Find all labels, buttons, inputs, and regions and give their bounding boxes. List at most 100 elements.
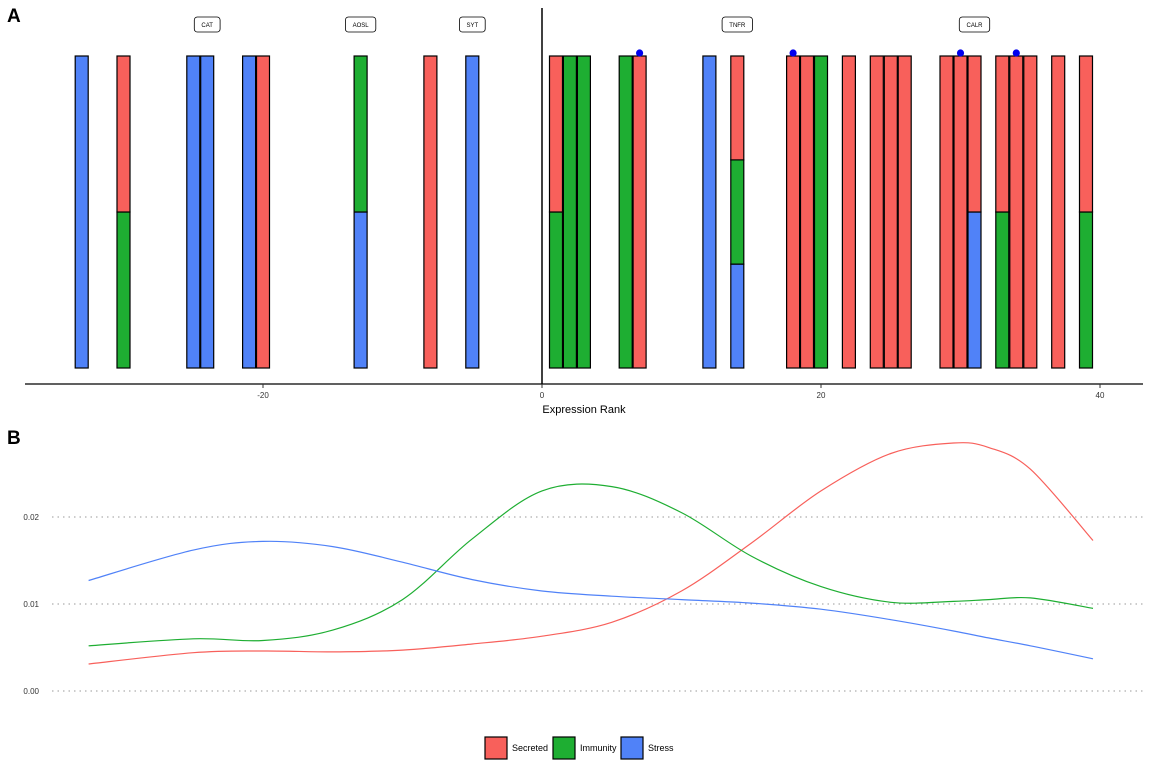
legend-label: Immunity	[580, 743, 617, 753]
gene-label-text: SYT	[466, 23, 478, 29]
bar-26	[897, 55, 912, 369]
markers-group	[636, 49, 1020, 57]
panel-label-a: A	[7, 6, 21, 27]
bar-segment-stress	[465, 55, 480, 369]
legend-item-stress: Stress	[620, 736, 674, 760]
y-tick-label: 0.00	[23, 687, 39, 696]
bar-segment-secreted	[995, 55, 1010, 213]
panel-a-bar-chart: CAT AOSL SYT TNFR CALR -20 0 20 40 Expression R…	[25, 8, 1143, 416]
y-axis-ticks: 0.00 0.01 0.02	[23, 513, 39, 696]
bar-segment-stress	[200, 55, 215, 369]
bar--13	[353, 55, 368, 369]
series-line-stress	[88, 540, 1094, 660]
bar-segment-secreted	[1009, 55, 1024, 369]
bar-segment-secreted	[1051, 55, 1066, 369]
series-lines	[88, 442, 1094, 665]
gene-label-cat: CAT	[193, 16, 221, 33]
x-tick-label: -20	[257, 391, 269, 400]
legend-item-immunity: Immunity	[552, 736, 617, 760]
bar--33	[74, 55, 89, 369]
series-line-secreted	[88, 442, 1094, 665]
bar--5	[465, 55, 480, 369]
legend-swatch	[620, 736, 644, 760]
bar-19	[799, 55, 815, 369]
gene-label-box	[458, 16, 486, 33]
gene-label-aosl: AOSL	[344, 16, 377, 33]
series-line-immunity	[88, 483, 1094, 647]
gene-labels-group: CAT AOSL SYT TNFR CALR	[193, 16, 991, 33]
bar-12	[702, 55, 717, 369]
legend-label: Secreted	[512, 743, 548, 753]
bar-segment-secreted	[255, 55, 271, 369]
bar-segment-secreted	[548, 55, 564, 213]
y-tick-label: 0.02	[23, 513, 39, 522]
bar-39	[1078, 55, 1094, 369]
bar--30	[116, 55, 131, 369]
bar--25	[186, 55, 201, 369]
bar-segment-stress	[967, 211, 982, 369]
legend-swatch	[552, 736, 576, 760]
bar-segment-stress	[702, 55, 717, 369]
bar-segment-secreted	[897, 55, 912, 369]
gene-label-text: CALR	[966, 23, 983, 29]
x-tick-label: 20	[817, 391, 826, 400]
bar-35	[1023, 55, 1038, 369]
bar-segment-immunity	[618, 55, 633, 369]
bar-segment-secreted	[799, 55, 815, 369]
x-axis-ticks: -20 0 20 40	[257, 384, 1105, 400]
bar-segment-secreted	[1078, 55, 1094, 213]
bar-segment-secreted	[967, 55, 982, 213]
y-tick-label: 0.01	[23, 600, 39, 609]
bar-segment-immunity	[576, 55, 592, 369]
bar-segment-stress	[730, 263, 745, 369]
bar-7	[632, 55, 647, 369]
bar-segment-immunity	[116, 211, 131, 369]
bar-3	[576, 55, 592, 369]
gene-label-tnfr: TNFR	[721, 16, 753, 33]
x-tick-label: 40	[1096, 391, 1105, 400]
bar-34	[1009, 55, 1024, 369]
bar-29	[939, 55, 954, 369]
x-axis-title: Expression Rank	[542, 404, 626, 416]
bar-25	[883, 55, 898, 369]
bar-segment-secreted	[632, 55, 647, 369]
bar-33	[995, 55, 1010, 369]
bar-20	[813, 55, 829, 369]
bar-2	[562, 55, 578, 369]
bar--24	[200, 55, 215, 369]
marker-point	[1012, 49, 1020, 57]
gene-label-box	[193, 16, 221, 33]
bar-segment-immunity	[995, 211, 1010, 369]
bar-segment-immunity	[1078, 211, 1094, 369]
bar-14	[730, 55, 745, 369]
bar-segment-stress	[242, 55, 257, 369]
bar-segment-stress	[74, 55, 89, 369]
bar-segment-immunity	[813, 55, 829, 369]
bar-24	[869, 55, 884, 369]
gene-label-box	[344, 16, 377, 33]
bar-segment-secreted	[939, 55, 954, 369]
bar-segment-secreted	[869, 55, 884, 369]
panel-label-b: B	[7, 428, 21, 449]
bar-segment-secreted	[841, 55, 857, 369]
gene-label-box	[721, 16, 753, 33]
bar--21	[242, 55, 257, 369]
bar-segment-stress	[353, 211, 368, 369]
gene-label-text: AOSL	[353, 23, 370, 29]
legend-swatch	[484, 736, 508, 760]
bar-1	[548, 55, 564, 369]
bar-segment-secreted	[883, 55, 898, 369]
bar-segment-secreted	[730, 55, 745, 161]
marker-point	[789, 49, 797, 57]
bar-segment-immunity	[562, 55, 578, 369]
bar-6	[618, 55, 633, 369]
grid-lines	[52, 516, 1143, 692]
gene-label-box	[958, 16, 991, 33]
bar-segment-immunity	[730, 159, 745, 265]
bar-segment-secreted	[785, 55, 801, 369]
gene-label-syt: SYT	[458, 16, 486, 33]
bar-segment-secreted	[423, 55, 438, 369]
bar-segment-secreted	[116, 55, 131, 213]
legend-item-secreted: Secreted	[484, 736, 548, 760]
